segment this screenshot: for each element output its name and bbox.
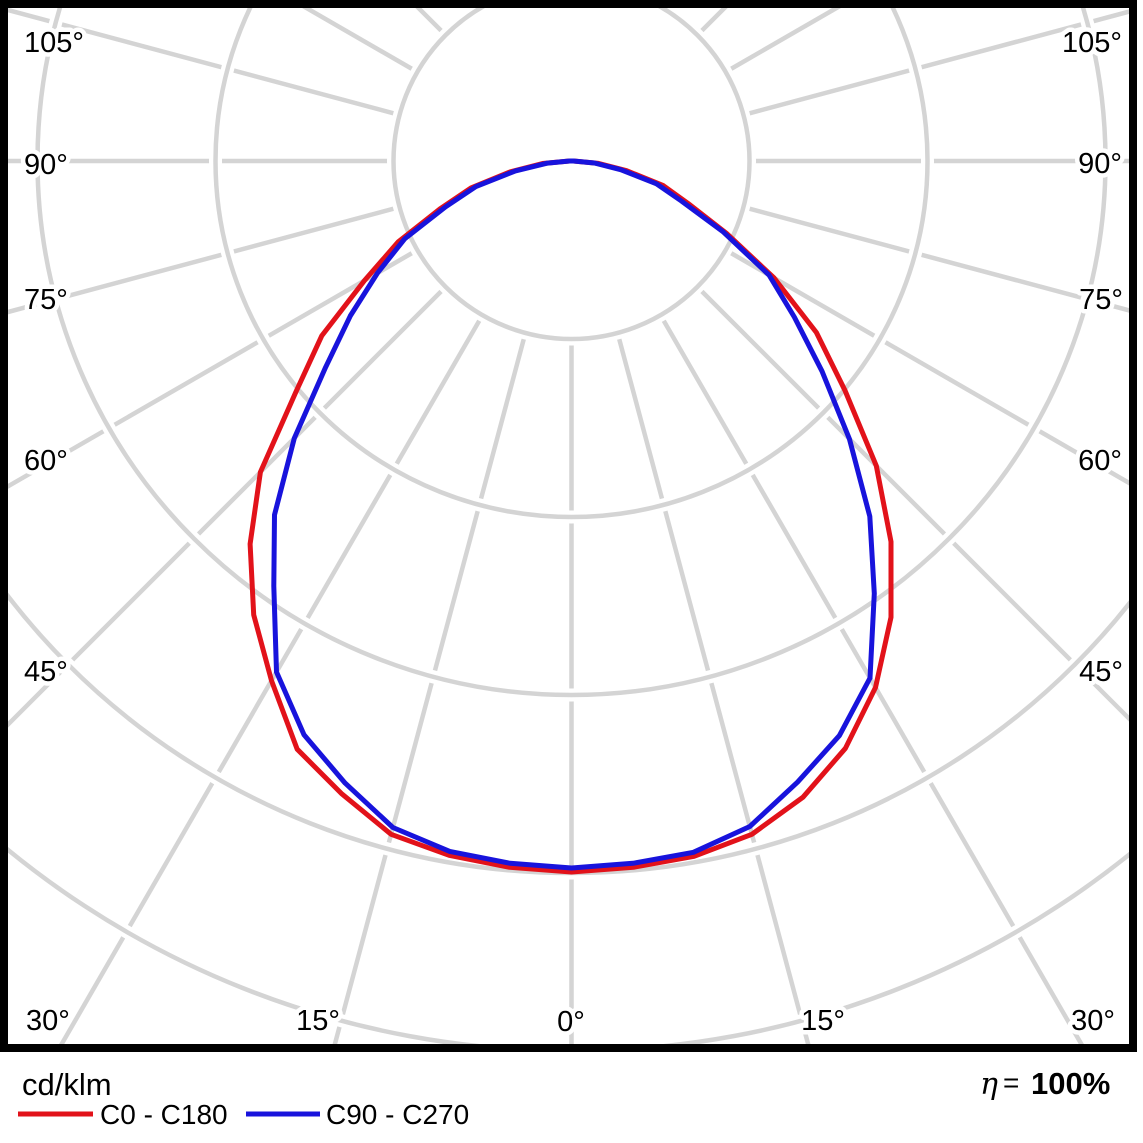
intensity-curves — [247, 158, 894, 875]
legend-label-c90-c270: C90 - C270 — [326, 1099, 469, 1130]
efficiency-eta-symbol: η — [980, 1067, 998, 1102]
unit-label: cd/klm — [22, 1067, 112, 1102]
curve-c90-c270 — [271, 158, 877, 871]
angle-label-bottom-right-15: 15° — [801, 1005, 845, 1037]
legend-label-c0-c180: C0 - C180 — [100, 1099, 228, 1130]
angle-label-left-90: 90° — [24, 149, 68, 181]
efficiency-value: 100% — [1031, 1066, 1110, 1101]
angle-label-left-60: 60° — [24, 445, 68, 477]
angle-label-left-45: 45° — [24, 656, 68, 688]
angle-label-left-105: 105° — [24, 27, 84, 59]
angle-label-bottom-left-15: 15° — [296, 1005, 340, 1037]
angle-label-right-75: 75° — [1079, 284, 1123, 316]
angle-label-bottom-0: 0° — [557, 1006, 585, 1038]
angle-label-left-75: 75° — [24, 284, 68, 316]
plot-frame — [0, 0, 1137, 1052]
angle-label-right-60: 60° — [1078, 445, 1122, 477]
efficiency-equals: = — [1003, 1067, 1019, 1098]
angle-label-right-30: 30° — [1071, 1005, 1115, 1037]
angle-label-right-45: 45° — [1079, 656, 1123, 688]
angle-label-left-30: 30° — [26, 1005, 70, 1037]
curve-c0-c180 — [247, 158, 894, 875]
angle-label-right-105: 105° — [1062, 27, 1122, 59]
angle-label-right-90: 90° — [1078, 148, 1122, 180]
